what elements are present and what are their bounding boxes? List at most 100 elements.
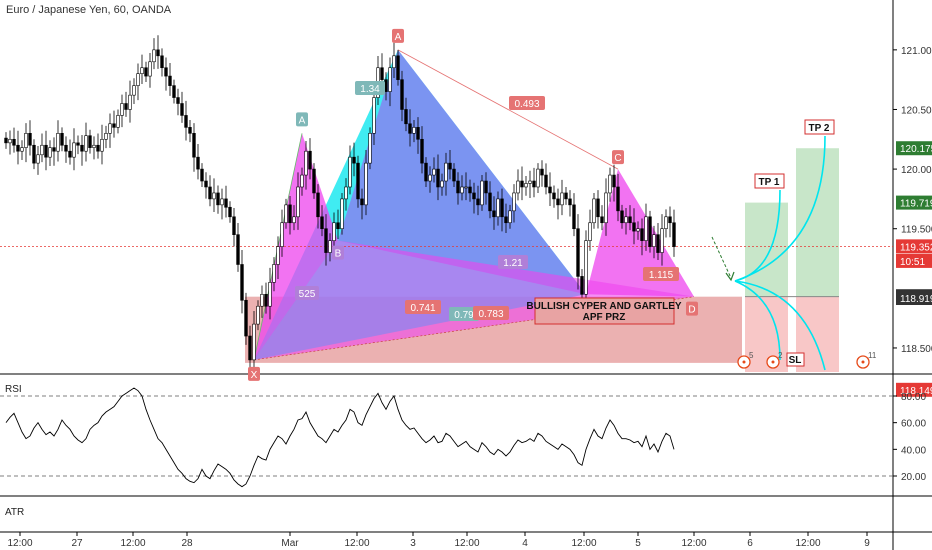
point-label-x: X [251,370,258,381]
candle-body [200,168,204,182]
candle-body [228,206,232,218]
projection-arrowhead [725,271,735,282]
event-marker-count: 11 [868,351,877,360]
point-label-d: D [688,305,695,316]
candle-body [180,103,184,116]
point-label-a: A [299,115,306,126]
candle-body [120,103,124,116]
ratio-label-bg [405,300,441,314]
candle-body [96,144,100,152]
candle-body [412,127,416,134]
xbd-triangle [254,240,694,360]
candle-body [616,186,620,212]
candle-body [364,162,368,206]
candle-body [572,204,576,230]
chart-title: Euro / Japanese Yen, 60, OANDA [6,4,172,16]
x-tick-label: 12:00 [454,538,479,549]
candle-body [644,216,648,241]
x-tick-label: 4 [522,538,528,549]
rsi-line [5,387,675,488]
candle-body [268,282,272,307]
y-tick-label: 120.000 [901,165,932,176]
candle-body [416,127,420,140]
candle-body [480,180,484,206]
ratio-label-bg [449,307,479,321]
candle-body [496,198,500,218]
candle-body [136,73,140,86]
candle-body [308,150,312,170]
event-marker-dot [742,360,746,364]
pattern-labels: XABABCDD1.340.4931.211.1150.7410.790.783… [5,28,877,518]
candle-body [516,180,520,194]
point-label-a: A [395,32,402,43]
y-tick-label: 118.500 [901,344,932,355]
tp1-box [754,173,785,189]
candle-body [288,204,292,224]
candle-body [284,204,288,224]
ratio-label-bg [498,255,528,269]
candle-body [560,192,564,206]
candle-body [356,162,360,200]
candle-body [212,192,216,200]
candle-body [160,55,164,69]
candle-body [448,162,452,170]
candle-body [500,198,504,218]
y-tick-label: 119.500 [901,225,932,236]
price-tag: 119.352 [900,242,932,253]
candle-body [568,198,572,206]
price-tag-bg [896,253,932,268]
candle-body [100,138,104,152]
candle-body [652,234,656,247]
candle-body [456,180,460,194]
candle-body [464,186,468,189]
candle-body [176,97,180,104]
candle-body [580,276,584,295]
candle-body [368,133,372,164]
candle-body [132,85,136,96]
candle-body [192,133,196,158]
candle-body [312,168,316,194]
candle-body [116,115,120,128]
candle-body [40,144,44,156]
candle-body [224,198,228,208]
candle-body [48,147,52,158]
candle-body [24,133,28,148]
candle-body [16,144,20,152]
candle-body [152,49,156,63]
candle-body [36,154,40,164]
candle-body [112,123,116,128]
candle-body [664,216,668,230]
x-tick-label: 12:00 [344,538,369,549]
candle-body [556,198,560,206]
candle-body [460,186,464,194]
candle-body [124,103,128,110]
event-marker-count: 2 [778,351,783,360]
candle-body [64,144,68,152]
candle-body [488,192,492,212]
candle-body [656,234,660,253]
candle-body [524,183,528,188]
ac-line [397,49,619,170]
sl1-arc [734,280,781,361]
candle-body [276,246,280,265]
candle-body [404,109,408,125]
candle-body [648,216,652,247]
x-tick-label: 12:00 [7,538,32,549]
price-tag: 120.175 [900,144,932,155]
candle-body [672,222,676,247]
harmonic-pattern [0,49,893,361]
sl1-zone [745,296,788,372]
candle-body [60,133,64,146]
candle-body [476,198,480,206]
candle-body [636,228,640,232]
rsi-label: RSI [5,384,22,395]
candle-body [252,323,256,361]
x-tick-label: 12:00 [120,538,145,549]
candle-body [220,198,224,206]
candle-body [388,67,392,92]
candle-body [548,186,552,194]
candle-body [612,174,616,188]
x-tick-label: 28 [181,538,193,549]
candle-body [84,135,88,152]
